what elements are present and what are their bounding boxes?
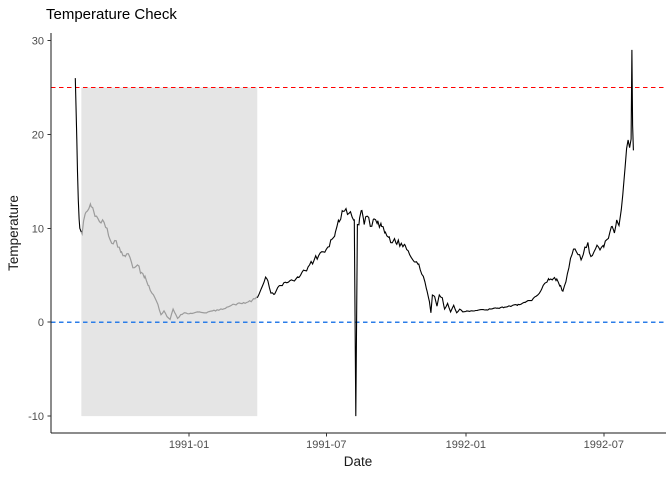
series-layer bbox=[74, 49, 634, 417]
axes-layer bbox=[47, 33, 666, 437]
annotation-layer bbox=[51, 86, 666, 417]
x-tick-label: 1991-01 bbox=[169, 439, 209, 451]
y-axis-title: Temperature bbox=[6, 195, 21, 271]
series-temperature-highlighted bbox=[80, 201, 258, 321]
x-tick-label: 1992-01 bbox=[446, 439, 486, 451]
x-tick-label: 1992-07 bbox=[584, 439, 624, 451]
highlight-region bbox=[81, 87, 258, 417]
chart-title: Temperature Check bbox=[46, 6, 177, 23]
y-tick-label: 20 bbox=[32, 129, 44, 141]
x-axis-title: Date bbox=[344, 454, 373, 469]
y-tick-label: -10 bbox=[28, 411, 44, 423]
series-temperature bbox=[74, 49, 634, 417]
y-tick-label: 0 bbox=[38, 317, 44, 329]
tick-label-layer: 30 20 10 0 -10 1991-01 1991-07 1992-01 1992-07 bbox=[28, 36, 624, 451]
x-tick-label: 1991-07 bbox=[306, 439, 346, 451]
y-tick-label: 10 bbox=[32, 223, 44, 235]
y-tick-label: 30 bbox=[32, 36, 44, 48]
